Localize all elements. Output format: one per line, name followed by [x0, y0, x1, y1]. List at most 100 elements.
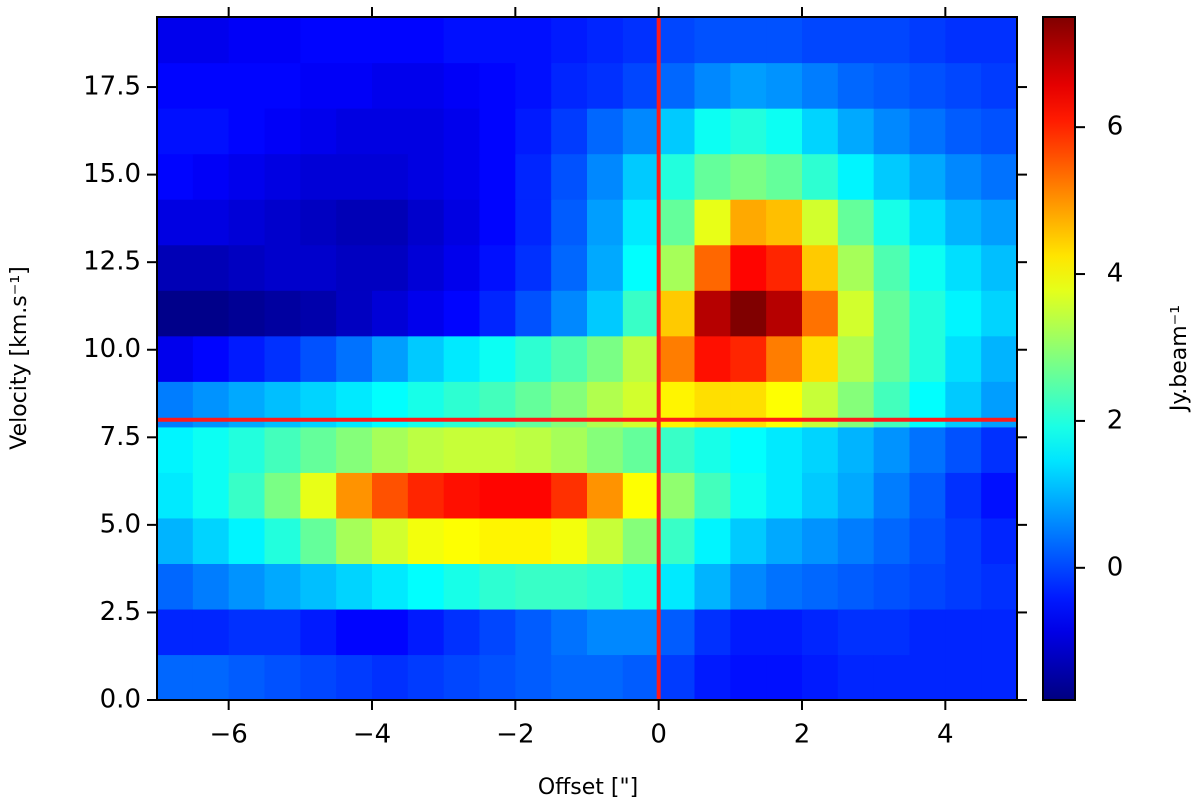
heat-cell	[300, 563, 337, 610]
heat-cell	[622, 17, 660, 64]
heat-cell	[228, 17, 266, 64]
heat-cell	[443, 108, 481, 155]
heat-cell	[407, 517, 445, 564]
heat-cell	[694, 608, 731, 656]
heat-cell	[730, 108, 767, 155]
heat-cell	[443, 62, 481, 109]
heat-cell	[264, 335, 301, 382]
heat-cell	[407, 290, 445, 337]
heat-cell	[443, 517, 481, 564]
heat-cell	[981, 472, 1017, 519]
heat-cell	[264, 199, 301, 246]
heat-cell	[515, 563, 552, 610]
heat-cell	[192, 199, 230, 246]
heat-cell	[694, 17, 731, 64]
heat-cell	[407, 335, 445, 382]
heat-cell	[587, 472, 624, 519]
heat-cell	[909, 108, 946, 155]
heat-cell	[515, 62, 552, 109]
heat-cell	[587, 654, 624, 700]
heat-cell	[873, 335, 911, 382]
heat-cell	[192, 472, 230, 519]
heat-cell	[443, 153, 481, 200]
x-tick-label: 2	[794, 720, 811, 750]
heat-cell	[479, 199, 516, 246]
heat-cell	[264, 517, 301, 564]
x-tick-label: 0	[650, 720, 667, 750]
heat-cell	[300, 290, 337, 337]
heat-cell	[264, 17, 301, 64]
heat-cell	[192, 517, 230, 564]
heat-cell	[694, 426, 731, 473]
heat-cell	[766, 199, 803, 246]
heat-cell	[515, 654, 552, 700]
heat-cell	[228, 62, 266, 109]
heat-cell	[372, 290, 409, 337]
heat-cell	[372, 153, 409, 200]
heat-cell	[981, 654, 1017, 700]
heat-cell	[694, 199, 731, 246]
heat-cell	[515, 244, 552, 291]
heat-cell	[228, 108, 266, 155]
heat-cell	[551, 290, 588, 337]
heat-cell	[694, 654, 731, 700]
heat-cell	[909, 517, 946, 564]
heat-cell	[873, 654, 911, 700]
heat-cell	[228, 426, 266, 473]
heat-cell	[228, 290, 266, 337]
heat-cell	[157, 153, 194, 200]
heat-cell	[873, 199, 911, 246]
heat-cell	[658, 199, 696, 246]
heat-cell	[300, 199, 337, 246]
heat-cell	[479, 517, 516, 564]
heat-cell	[802, 153, 839, 200]
y-tick-label: 15.0	[83, 159, 141, 189]
heat-cell	[730, 472, 767, 519]
heat-cell	[945, 563, 982, 610]
heat-cell	[336, 426, 373, 473]
y-tick-label: 17.5	[83, 72, 141, 102]
heat-cell	[157, 426, 194, 473]
heat-cell	[372, 472, 409, 519]
heat-cell	[157, 62, 194, 109]
heat-cell	[837, 563, 875, 610]
heat-cell	[730, 199, 767, 246]
heat-cell	[551, 62, 588, 109]
heat-cell	[551, 517, 588, 564]
heat-cell	[909, 153, 946, 200]
heat-cell	[300, 244, 337, 291]
heat-cell	[407, 108, 445, 155]
heat-cell	[300, 517, 337, 564]
heat-cell	[192, 563, 230, 610]
heat-cell	[372, 17, 409, 64]
heat-cell	[730, 62, 767, 109]
heat-cell	[873, 563, 911, 610]
heat-cell	[372, 62, 409, 109]
heat-cell	[157, 472, 194, 519]
heat-cell	[945, 244, 982, 291]
heat-cell	[407, 62, 445, 109]
heat-cell	[228, 335, 266, 382]
heat-cell	[909, 62, 946, 109]
colorbar-tick-label: 6	[1107, 112, 1124, 142]
heat-cell	[730, 17, 767, 64]
heat-cell	[837, 290, 875, 337]
heat-cell	[443, 335, 481, 382]
heat-cell	[551, 199, 588, 246]
heat-cell	[443, 244, 481, 291]
heat-cell	[909, 563, 946, 610]
heat-cell	[694, 472, 731, 519]
heat-cell	[622, 517, 660, 564]
heat-cell	[336, 563, 373, 610]
heat-cell	[837, 654, 875, 700]
heat-cell	[622, 62, 660, 109]
colorbar-tick-label: 2	[1107, 405, 1124, 435]
heat-cell	[945, 608, 982, 656]
heat-cell	[587, 608, 624, 656]
heat-cell	[300, 472, 337, 519]
heat-cell	[658, 426, 696, 473]
heat-cell	[228, 563, 266, 610]
heat-cell	[981, 244, 1017, 291]
heat-cell	[766, 108, 803, 155]
plot-frame	[156, 16, 1018, 701]
